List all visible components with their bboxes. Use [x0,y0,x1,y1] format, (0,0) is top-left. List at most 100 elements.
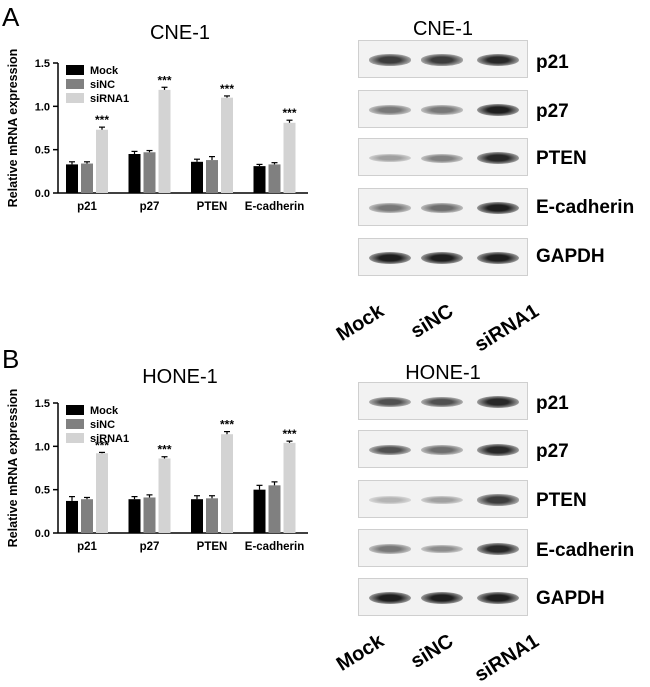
bar-mock-p27 [128,499,141,533]
bar-sinc-p21 [81,163,93,193]
bar-sirna1-e-cadherin [283,122,296,193]
x-tick-label: p27 [140,201,160,213]
x-tick-label: p27 [140,541,160,553]
significance-label: *** [95,113,109,127]
blot-label-p21: p21 [536,393,569,414]
blot-band [421,54,463,66]
western-blot-hone1: HONE-1 p21 p27 PTEN E-cadherin GAPDH [358,362,634,666]
x-tick-label: p21 [77,541,97,553]
blot-band [477,252,519,264]
blot-band [421,105,463,115]
bar-sinc-e-cadherin [268,164,281,193]
blot-band [421,252,463,264]
blot-label-pten: PTEN [536,148,587,169]
blot-band [477,543,519,555]
blot-strip [358,40,528,78]
blot-band [477,396,519,408]
blot-band [477,592,519,604]
bar-mock-p21 [66,500,78,533]
x-tick-label: PTEN [197,541,228,553]
chart-title: CNE-1 [149,22,210,44]
blot-label-pten: PTEN [536,490,587,511]
blot-label-p27: p27 [536,441,569,462]
bar-sirna1-pten [221,434,233,533]
significance-label: *** [157,73,171,87]
blot-strip [358,138,528,176]
blot-strip [358,382,528,420]
blot-band [477,494,519,506]
blot-band [369,153,411,163]
bar-sinc-p21 [81,499,93,533]
blot-band [477,54,519,66]
legend-swatch [66,93,84,103]
significance-label: *** [157,443,171,457]
bar-sinc-pten [206,498,218,533]
blot-band [477,152,519,164]
significance-label: *** [220,82,234,96]
bar-mock-pten [191,499,203,533]
blot-band [421,396,463,408]
blot-strip [358,529,528,567]
bar-sirna1-p27 [158,458,171,533]
legend-label: Mock [90,65,119,77]
bar-mock-e-cadherin [253,166,266,193]
bar-chart-hone1: 0.0 0.5 1.0 1.5 Relative mRNA expression *** p… [6,389,308,553]
x-tick-label: E-cadherin [245,201,304,213]
bar-sirna1-p21 [96,129,108,193]
x-tick-label: p21 [77,201,97,213]
panel-a: A CNE-1 0.0 0.5 1.0 1.5 Relative mRNA expres… [0,0,650,356]
blot-strip [358,90,528,128]
legend-label: siRNA1 [90,93,129,105]
y-tick-label: 1.5 [35,58,50,70]
x-tick-label: PTEN [197,201,228,213]
y-tick-label: 0.5 [35,485,50,497]
blot-strip [358,430,528,468]
blot-band [421,445,463,455]
bar-sirna1-p21 [96,453,108,533]
blot-label-p21: p21 [536,52,569,73]
significance-label: *** [282,106,296,120]
blot-label-gapdh: GAPDH [536,588,605,609]
significance-label: *** [282,427,296,441]
blot-strip [358,188,528,226]
significance-label: *** [95,438,109,452]
y-tick-label: 0.0 [35,188,50,200]
blot-title: CNE-1 [412,18,473,40]
blot-band [369,444,411,456]
blot-band [477,104,519,116]
blot-title: HONE-1 [405,362,481,384]
blot-band [369,203,411,213]
legend-swatch [66,405,84,415]
legend-swatch [66,65,84,75]
bar-sirna1-pten [221,97,233,193]
blot-band [369,105,411,115]
y-tick-label: 1.0 [35,441,50,453]
panel-b: B HONE-1 0.0 0.5 1.0 1.5 Relative mRNA expre… [0,340,650,686]
blot-band [369,592,411,604]
bar-sinc-p27 [143,152,156,193]
legend-label: siNC [90,79,115,91]
legend-label: siNC [90,419,115,431]
blot-band [421,203,463,213]
western-blot-cne1: CNE-1 p21 p27 PTEN E-cadherin GAPDH [358,18,634,332]
bar-sinc-e-cadherin [268,485,281,533]
blot-strip [358,578,528,616]
blot-band [421,544,463,554]
y-tick-label: 1.0 [35,101,50,113]
bar-mock-pten [191,161,203,193]
chart-title: HONE-1 [142,366,218,388]
panel-letter: A [2,2,20,32]
legend-swatch [66,419,84,429]
legend-label: Mock [90,405,119,417]
blot-band [477,444,519,456]
blot-strip [358,238,528,276]
significance-label: *** [220,418,234,432]
y-axis-label: Relative mRNA expression [6,49,20,208]
blot-band [421,495,463,505]
bar-mock-e-cadherin [253,489,266,533]
bar-sirna1-p27 [158,89,171,193]
blot-band [369,252,411,264]
y-tick-label: 1.5 [35,398,50,410]
blot-label-gapdh: GAPDH [536,246,605,267]
blot-band [369,496,411,504]
